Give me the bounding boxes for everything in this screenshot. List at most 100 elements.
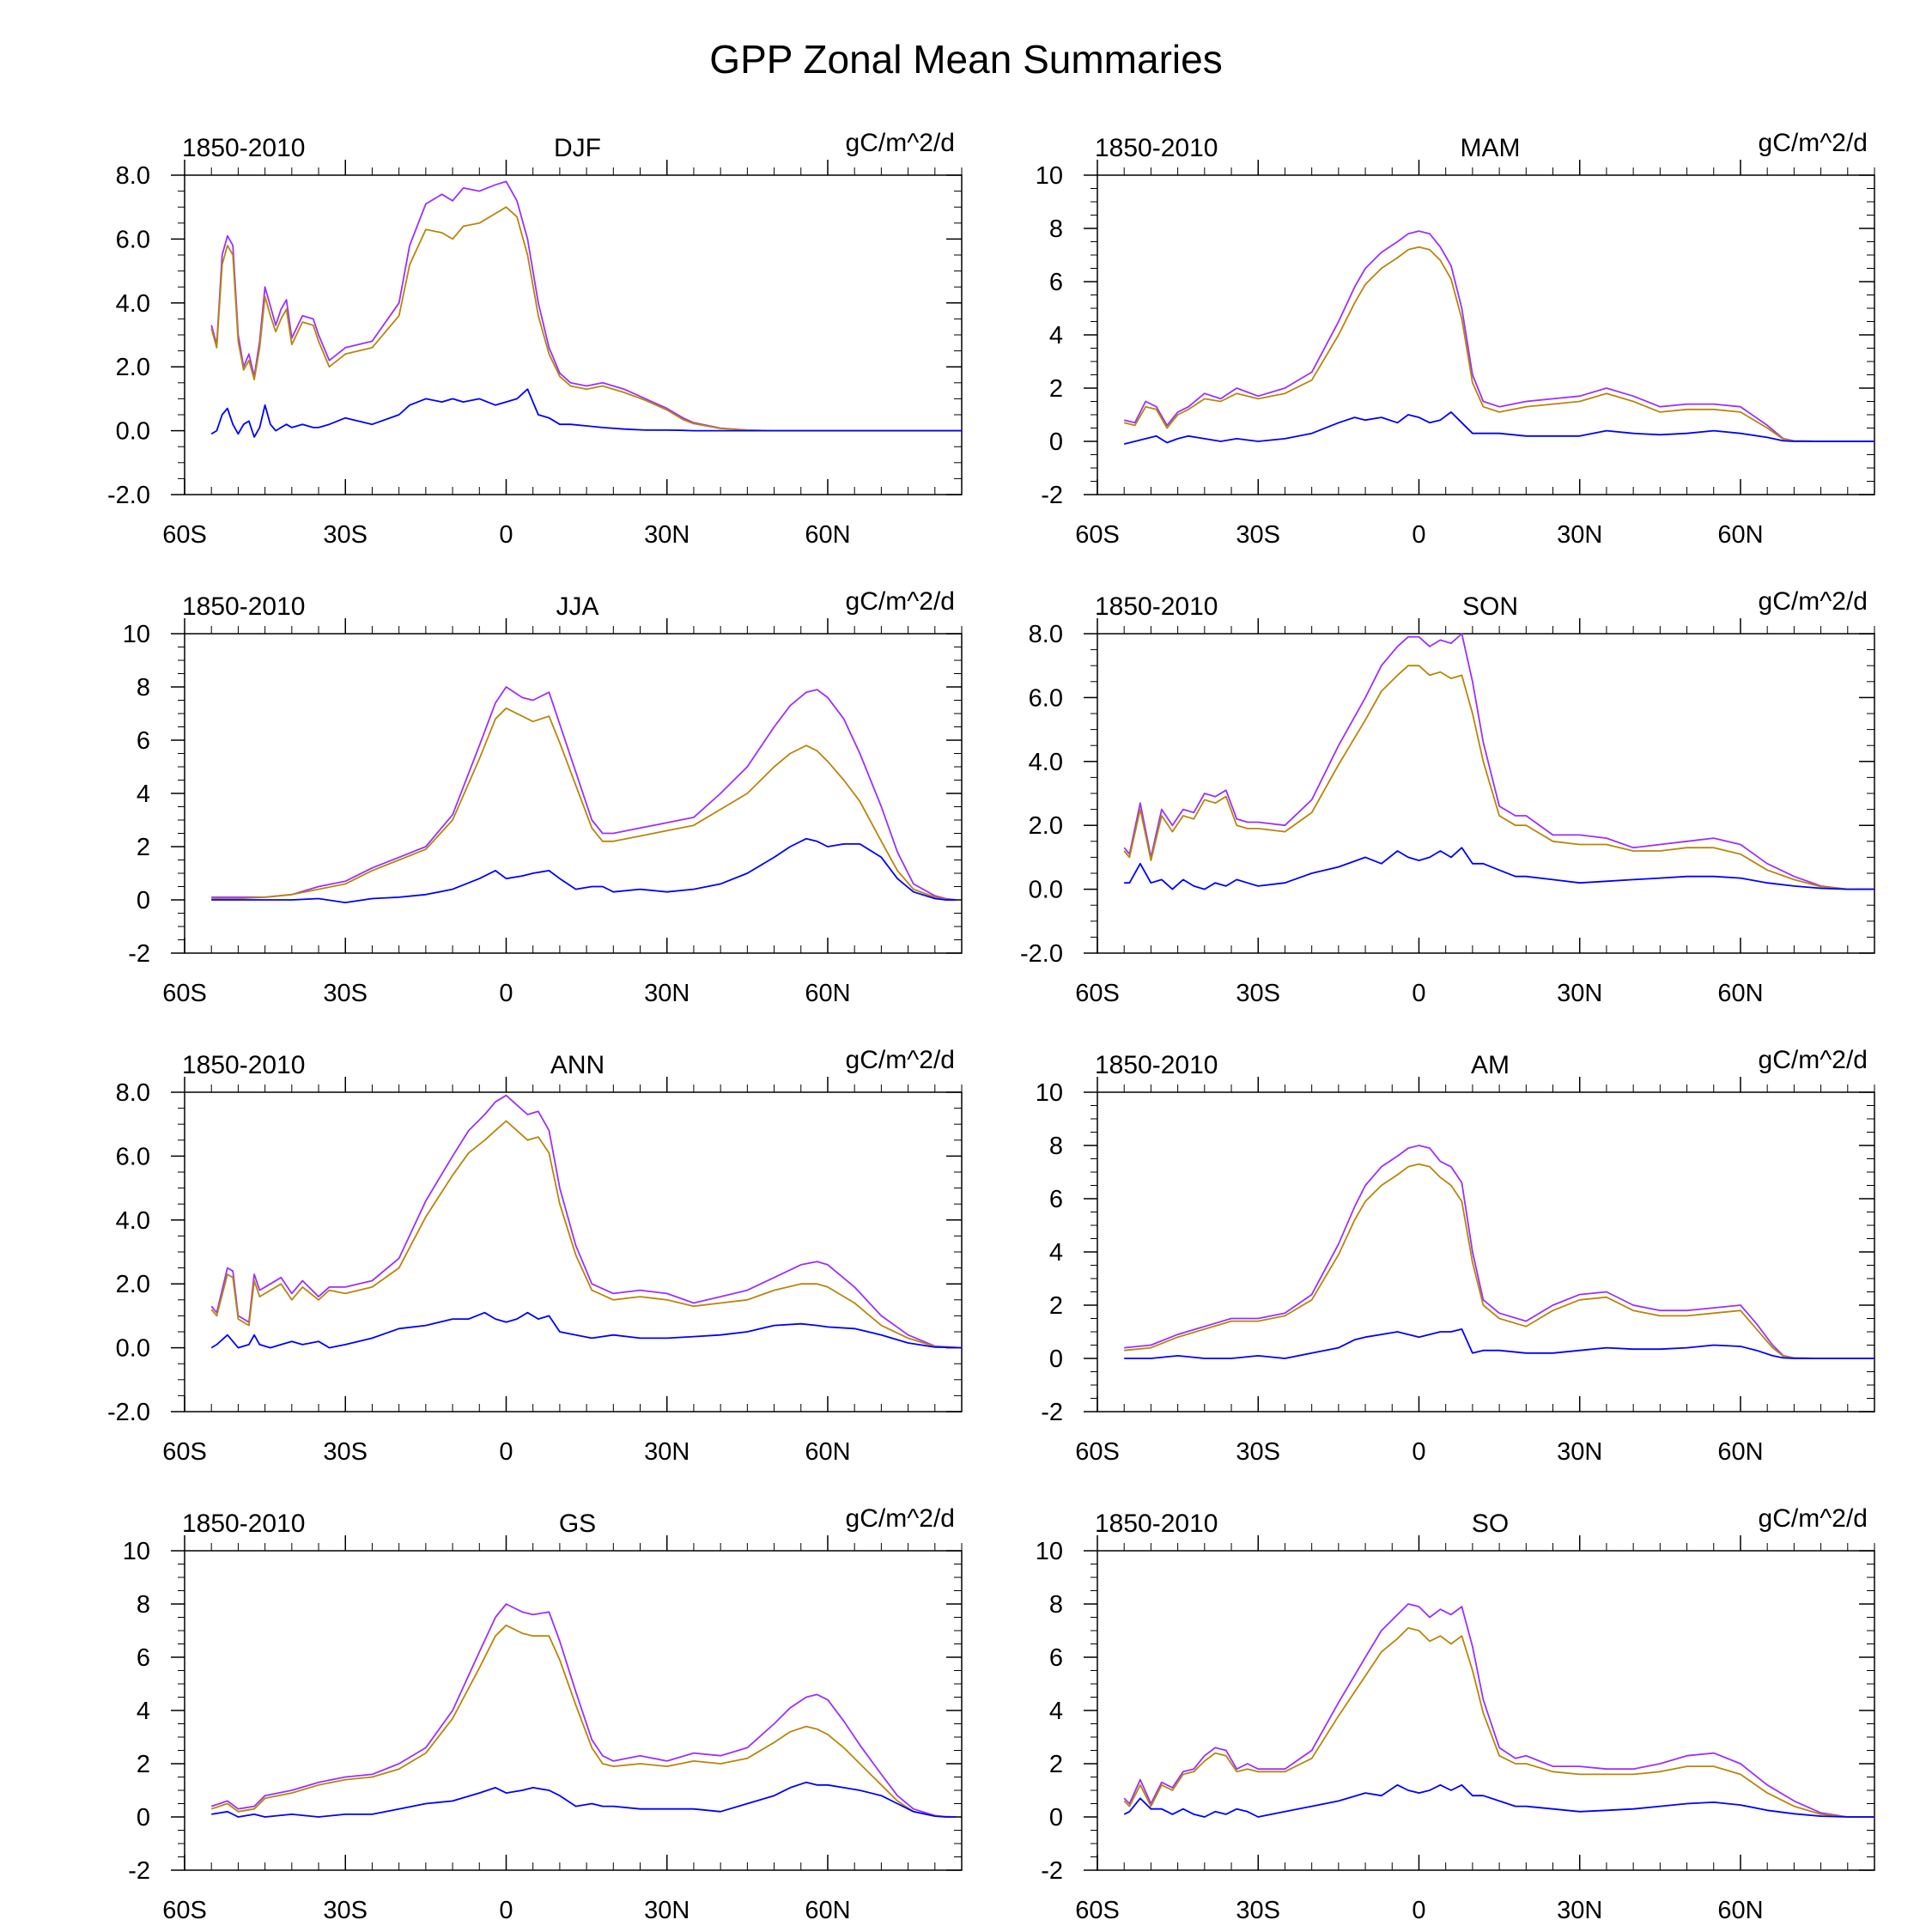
plot-frame: [184, 1091, 963, 1413]
plot-frame: [184, 633, 963, 954]
y-tick-label: 0: [1049, 1804, 1063, 1832]
y-tick-label: 8.0: [116, 162, 150, 190]
series-line-2: [210, 206, 962, 432]
y-tick-label: -2.0: [1020, 940, 1063, 968]
panel-so: 60S 30S 0 30N 60N -2 0 2 4 6 8 10 1850-2010 SO gC/m^2/…: [1036, 1504, 1875, 1924]
subtitle-right-units: gC/m^2/d: [1759, 587, 1868, 616]
panel-mam: 60S 30S 0 30N 60N -2 0 2 4 6 8 10 1850-2010 MAM gC/m^2…: [1036, 129, 1875, 549]
subtitle-right-units: gC/m^2/d: [846, 1046, 955, 1074]
y-tick-label: 2: [1049, 375, 1063, 403]
x-tick-label: 60N: [1717, 521, 1763, 549]
x-tick-label: 30N: [644, 1897, 690, 1924]
y-tick-label: 4: [1049, 1698, 1063, 1725]
series-line-3: [1124, 1328, 1874, 1359]
y-tick-label: 8: [137, 674, 150, 702]
subtitle-center: SO: [1472, 1510, 1509, 1538]
x-tick-label: 60N: [1717, 980, 1763, 1007]
y-tick-label: 6: [137, 1644, 150, 1672]
subtitle-right-units: gC/m^2/d: [846, 587, 955, 616]
subtitle-right-units: gC/m^2/d: [1759, 129, 1868, 157]
x-tick-label: 0: [499, 1897, 513, 1924]
x-tick-label: 60N: [805, 980, 850, 1007]
y-tick-label: 0: [137, 1804, 150, 1832]
subtitle-center: GS: [559, 1510, 596, 1538]
series-line-1: [211, 686, 957, 901]
subtitle-left: 1850-2010: [182, 1051, 305, 1079]
x-tick-label: 30S: [1236, 980, 1280, 1007]
x-tick-label: 30S: [1236, 1438, 1280, 1466]
y-tick-label: 10: [123, 621, 150, 648]
plot-frame: [184, 1550, 963, 1871]
series-line-1: [210, 1094, 963, 1349]
x-tick-label: 60S: [1075, 521, 1120, 549]
y-tick-label: 10: [1036, 162, 1063, 190]
y-tick-label: -2: [128, 940, 150, 968]
panel-ann: 60S 30S 0 30N 60N -2.0 0.0 2.0 4.0 6.0 8.0 1850-201…: [107, 1046, 963, 1466]
subtitle-left: 1850-2010: [1095, 1510, 1218, 1538]
subtitle-center: DJF: [554, 134, 601, 162]
y-tick-label: 2.0: [116, 1271, 150, 1298]
series-line-1: [210, 180, 962, 432]
y-tick-label: 6.0: [116, 1143, 150, 1170]
x-tick-label: 30N: [644, 521, 690, 549]
y-tick-label: -2: [1041, 1857, 1063, 1885]
y-tick-label: 0: [1049, 1346, 1063, 1373]
subtitle-center: ANN: [550, 1051, 605, 1079]
series-line-3: [210, 1311, 963, 1349]
x-tick-label: 60N: [1717, 1438, 1763, 1466]
y-tick-label: 0: [1049, 428, 1063, 456]
series-line-1: [1123, 1603, 1874, 1818]
subtitle-right-units: gC/m^2/d: [846, 1504, 955, 1533]
panel-gs: 60S 30S 0 30N 60N -2 0 2 4 6 8 10 1850-2010 GS gC/m^2/…: [123, 1504, 963, 1924]
y-tick-label: 4.0: [1029, 749, 1063, 776]
x-tick-label: 30S: [323, 1897, 368, 1924]
y-tick-label: 10: [123, 1538, 150, 1565]
x-tick-label: 0: [1412, 1897, 1425, 1924]
plot-frame: [1097, 1550, 1875, 1871]
subtitle-left: 1850-2010: [182, 1510, 305, 1538]
x-tick-label: 0: [1412, 1438, 1425, 1466]
y-tick-label: 4: [137, 781, 150, 808]
y-tick-label: 8.0: [116, 1079, 150, 1107]
panel-am: 60S 30S 0 30N 60N -2 0 2 4 6 8 10 1850-2010 AM gC/m^2/…: [1036, 1046, 1875, 1466]
x-tick-label: 30N: [1557, 1897, 1602, 1924]
subtitle-center: AM: [1471, 1051, 1510, 1079]
y-tick-label: 4.0: [116, 1207, 150, 1235]
y-tick-label: 8.0: [1029, 621, 1063, 648]
x-tick-label: 60N: [805, 1897, 850, 1924]
x-tick-label: 30S: [323, 1438, 368, 1466]
x-tick-label: 60S: [1075, 1438, 1120, 1466]
x-tick-label: 60S: [1075, 1897, 1120, 1924]
subtitle-center: MAM: [1461, 134, 1521, 162]
y-tick-label: 4: [1049, 1239, 1063, 1267]
subtitle-left: 1850-2010: [182, 592, 305, 621]
x-tick-label: 30N: [644, 980, 690, 1007]
series-line-2: [1124, 1163, 1874, 1359]
series-line-1: [1123, 230, 1874, 442]
x-tick-label: 30N: [644, 1438, 690, 1466]
series-line-2: [211, 707, 957, 901]
x-tick-label: 60S: [162, 980, 207, 1007]
y-tick-label: 4: [137, 1698, 150, 1725]
figure-title: GPP Zonal Mean Summaries: [709, 37, 1223, 82]
y-tick-label: 6: [1049, 1186, 1063, 1213]
series-line-3: [211, 1781, 957, 1818]
y-tick-label: 8: [1049, 216, 1063, 243]
x-tick-label: 30N: [1557, 980, 1602, 1007]
panel-son: 60S 30S 0 30N 60N -2.0 0.0 2.0 4.0 6.0 8.0 1850-201…: [1020, 587, 1875, 1007]
x-tick-label: 60N: [805, 521, 850, 549]
series-line-3: [1123, 1783, 1874, 1818]
x-tick-label: 30S: [323, 521, 368, 549]
y-tick-label: 4.0: [116, 290, 150, 318]
y-tick-label: 6: [1049, 1644, 1063, 1672]
subtitle-center: JJA: [556, 592, 598, 621]
y-tick-label: 6: [137, 727, 150, 755]
plot-frame: [1097, 174, 1875, 495]
x-tick-label: 30S: [1236, 521, 1280, 549]
y-tick-label: -2.0: [107, 1399, 150, 1426]
subtitle-left: 1850-2010: [1095, 592, 1218, 621]
series-line-1: [1124, 1145, 1874, 1359]
subtitle-right-units: gC/m^2/d: [1759, 1504, 1868, 1533]
x-tick-label: 0: [499, 521, 513, 549]
y-tick-label: 2: [1049, 1292, 1063, 1320]
